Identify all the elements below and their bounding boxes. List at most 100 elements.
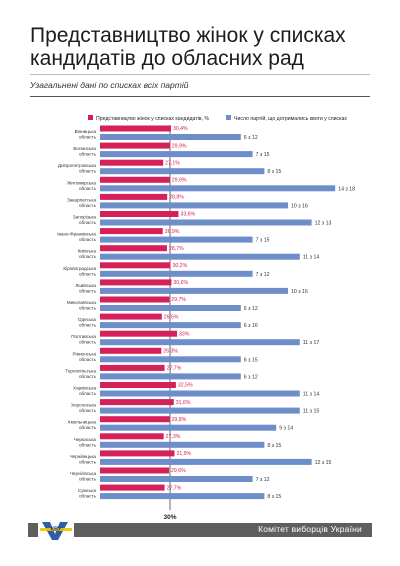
- page-subtitle: Узагальнені дані по списках всіх партій: [30, 80, 189, 90]
- category-label-line2: область: [79, 237, 97, 242]
- women-data-label: 28,7%: [169, 246, 184, 252]
- category-label-line2: область: [79, 203, 97, 208]
- women-data-label: 27,3%: [166, 434, 181, 440]
- category-label-line1: Хмельницька: [68, 420, 97, 425]
- parties-bar: [100, 322, 241, 329]
- title-divider: [30, 74, 370, 75]
- women-bar: [100, 159, 164, 166]
- parties-data-label: 10 з 16: [291, 289, 308, 295]
- legend-swatch-parties: [226, 115, 231, 120]
- women-bar: [100, 125, 171, 132]
- category-label-line2: область: [79, 220, 97, 225]
- category-label-line1: Миколаївська: [67, 300, 97, 305]
- parties-data-label: 10 з 16: [291, 203, 308, 209]
- women-bar: [100, 245, 167, 252]
- parties-data-label: 7 з 15: [256, 152, 270, 158]
- women-data-label: 31,6%: [176, 400, 191, 406]
- women-data-label: 27,1%: [165, 160, 180, 166]
- category-label-line1: Чернігівська: [70, 471, 97, 476]
- women-data-label: 26,9%: [165, 229, 180, 235]
- parties-bar: [100, 390, 300, 397]
- category-label-line1: Полтавська: [71, 334, 96, 339]
- women-bar: [100, 228, 163, 235]
- category-label-line2: область: [79, 340, 97, 345]
- category-label-line1: Харківська: [73, 386, 96, 391]
- women-bar: [100, 347, 162, 354]
- category-label-line1: Івано-Франківська: [57, 232, 96, 237]
- parties-bar: [100, 305, 241, 311]
- parties-data-label: 6 з 15: [244, 357, 258, 363]
- parties-data-label: 6 з 12: [244, 306, 258, 312]
- women-bar: [100, 193, 168, 200]
- category-label-line2: область: [79, 271, 97, 276]
- parties-bar: [100, 373, 241, 380]
- category-label-line2: область: [79, 152, 97, 157]
- women-data-label: 29,9%: [172, 178, 187, 184]
- women-data-label: 32,5%: [178, 383, 193, 389]
- footer-bar: Комітет виборців України: [28, 523, 372, 537]
- parties-data-label: 14 з 18: [338, 186, 355, 192]
- women-data-label: 30,4%: [173, 126, 188, 132]
- parties-data-label: 7 з 15: [256, 238, 270, 244]
- women-bar: [100, 399, 174, 406]
- women-data-label: 33,6%: [180, 212, 195, 218]
- category-label-line2: область: [79, 357, 97, 362]
- legend-label-women: Представництво жінок у списках кандидаті…: [96, 116, 209, 122]
- parties-bar: [100, 151, 253, 158]
- women-data-label: 28,8%: [169, 195, 184, 201]
- parties-data-label: 8 з 15: [267, 169, 281, 175]
- women-bar: [100, 279, 172, 286]
- category-label-line2: область: [79, 306, 97, 311]
- category-label-line2: область: [79, 425, 97, 430]
- category-label-line2: область: [79, 391, 97, 396]
- parties-data-label: 6 з 12: [244, 135, 258, 141]
- category-label-line2: область: [79, 494, 97, 499]
- page-title: Представництво жінок у списках кандидаті…: [30, 24, 375, 70]
- category-label-line2: область: [79, 323, 97, 328]
- women-bar: [100, 450, 175, 457]
- women-bar: [100, 433, 164, 440]
- parties-data-label: 6 з 16: [244, 323, 258, 329]
- women-bar: [100, 313, 162, 320]
- category-label-line1: Сумська: [78, 488, 97, 493]
- center-axis-label: 30%: [163, 514, 176, 521]
- category-label-line2: область: [79, 374, 97, 379]
- parties-data-label: 7 з 12: [256, 477, 270, 483]
- parties-bar: [100, 441, 265, 448]
- women-data-label: 26,3%: [163, 349, 178, 355]
- category-label-line1: Львівська: [75, 283, 96, 288]
- category-label-line1: Чернівецька: [70, 454, 97, 459]
- women-data-label: 29,7%: [171, 297, 186, 303]
- parties-data-label: 8 з 15: [267, 494, 281, 500]
- parties-data-label: 11 з 14: [303, 392, 320, 398]
- category-label-line2: область: [79, 408, 97, 413]
- category-label-line1: Рівненська: [72, 351, 96, 356]
- women-bar: [100, 467, 170, 474]
- women-bar: [100, 364, 165, 371]
- parties-data-label: 7 з 12: [256, 272, 270, 278]
- title-line-2: кандидатів до обласних рад: [30, 47, 304, 70]
- parties-bar: [100, 407, 300, 414]
- parties-bar: [100, 134, 241, 140]
- legend-swatch-women: [88, 115, 93, 120]
- category-label-line2: область: [79, 288, 97, 293]
- parties-bar: [100, 356, 241, 363]
- women-data-label: 31,9%: [176, 451, 191, 457]
- women-data-label: 29,8%: [172, 417, 187, 423]
- parties-data-label: 11 з 17: [303, 340, 320, 346]
- parties-bar: [100, 202, 288, 209]
- parties-bar: [100, 219, 312, 226]
- women-data-label: 30,6%: [173, 280, 188, 286]
- parties-bar: [100, 493, 265, 500]
- parties-data-label: 12 з 13: [315, 221, 332, 227]
- women-data-label: 27,7%: [167, 366, 182, 372]
- category-label-line2: область: [79, 186, 97, 191]
- parties-data-label: 11 з 14: [303, 255, 320, 261]
- title-line-1: Представництво жінок у списках: [30, 24, 346, 47]
- women-bar: [100, 416, 170, 423]
- women-bar: [100, 176, 170, 183]
- category-label-line1: Запорізька: [73, 215, 97, 220]
- category-label-line2: область: [79, 442, 97, 447]
- category-label-line1: Вінницька: [75, 129, 97, 134]
